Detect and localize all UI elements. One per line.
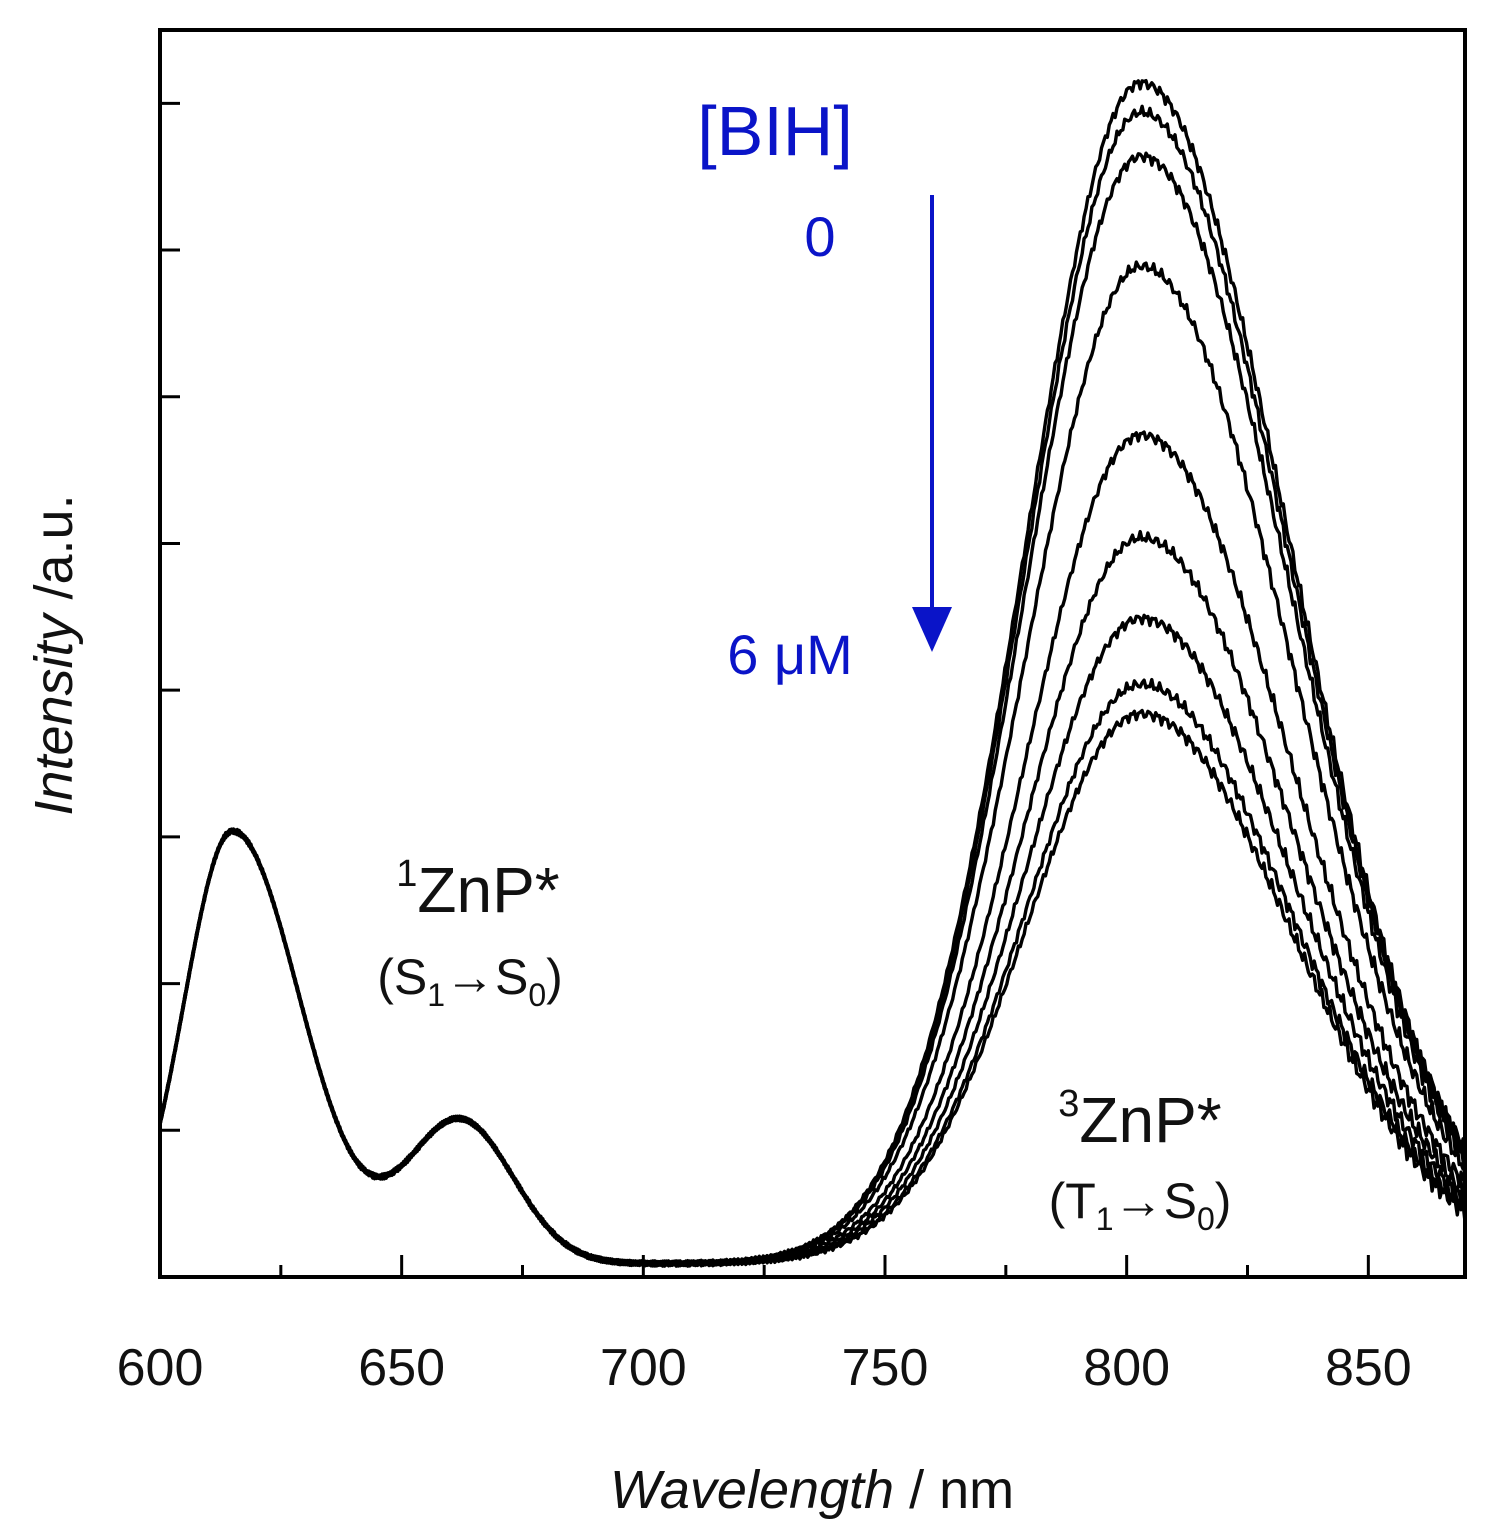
- y-axis-label: Intensity /a.u.: [24, 494, 84, 815]
- plot-frame: [158, 28, 1467, 1279]
- bih-start-label: 0: [804, 205, 835, 268]
- singlet-annotation: 1ZnP* (S1→S0): [377, 853, 563, 1013]
- x-tick-label: 850: [1325, 1339, 1412, 1397]
- series-group: [158, 79, 1467, 1268]
- spectrum-series: [158, 677, 1467, 1268]
- triplet-annotation: 3ZnP* (T1→S0): [1049, 1083, 1232, 1237]
- x-tick-label: 700: [600, 1339, 687, 1397]
- x-tick-label: 650: [358, 1339, 445, 1397]
- bih-annotation: [BIH] 0 6 μM: [697, 92, 952, 686]
- triplet-label: 3ZnP*: [1058, 1083, 1221, 1156]
- bih-arrow-head: [912, 607, 952, 652]
- spectrum-series: [158, 151, 1467, 1267]
- singlet-transition-label: (S1→S0): [377, 949, 563, 1013]
- spectrum-series: [158, 260, 1467, 1268]
- singlet-label: 1ZnP*: [396, 853, 559, 926]
- bih-end-label: 6 μM: [727, 623, 853, 686]
- bih-label: [BIH]: [697, 92, 853, 170]
- triplet-transition-label: (T1→S0): [1049, 1173, 1232, 1237]
- spectrum-series: [158, 613, 1467, 1267]
- x-tick-label: 600: [117, 1339, 204, 1397]
- axis-ticks: [158, 101, 1370, 1277]
- x-tick-label: 800: [1083, 1339, 1170, 1397]
- x-tick-label: 750: [842, 1339, 929, 1397]
- x-axis-label: Wavelength / nm: [610, 1460, 1014, 1520]
- spectrum-series: [158, 708, 1467, 1268]
- x-tick-labels: 600 650 700 750 800 850: [117, 1339, 1412, 1397]
- spectrum-series: [158, 430, 1466, 1267]
